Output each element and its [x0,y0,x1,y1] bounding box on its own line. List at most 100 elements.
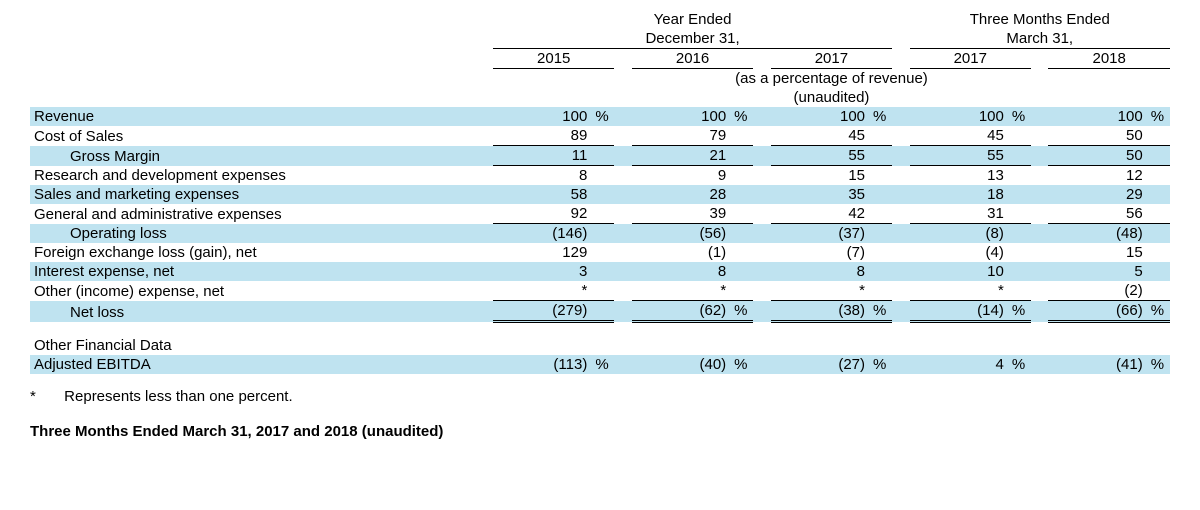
cell-suffix: % [1147,107,1170,126]
cell-suffix [591,146,614,166]
bottom-heading: Three Months Ended March 31, 2017 and 20… [30,423,1170,440]
cell-suffix [869,166,892,186]
row-label: General and administrative expenses [30,204,493,224]
row-label: Sales and marketing expenses [30,185,493,204]
row-label: Research and development expenses [30,166,493,186]
cell-value: (1) [632,243,730,262]
cell-suffix [1008,166,1031,186]
cell-suffix [869,262,892,281]
cell-value: * [632,281,730,301]
cell-suffix: % [869,355,892,374]
row-label: Interest expense, net [30,262,493,281]
cell-suffix [591,224,614,244]
header-group2-line2: March 31, [910,29,1171,49]
cell-value: (7) [771,243,869,262]
row-label: Adjusted EBITDA [30,355,493,374]
row-label: Operating loss [30,224,493,244]
cell-value: 89 [493,126,591,146]
table-row: Sales and marketing expenses5828351829 [30,185,1170,204]
table-row: Other (income) expense, net****(2) [30,281,1170,301]
cell-suffix [1147,281,1170,301]
section-title: Other Financial Data [30,336,1170,355]
cell-suffix: % [1008,355,1031,374]
header-group1-line1: Year Ended [493,10,892,29]
cell-suffix: % [591,107,614,126]
cell-value: 42 [771,204,869,224]
cell-suffix [730,126,753,146]
cell-suffix [1147,126,1170,146]
cell-value: 129 [493,243,591,262]
cell-value: 100 [1048,107,1146,126]
cell-value: 45 [910,126,1008,146]
cell-value: (66) [1048,301,1146,322]
table-row: Foreign exchange loss (gain), net129(1)(… [30,243,1170,262]
table-row: Revenue100%100%100%100%100% [30,107,1170,126]
col-year-1: 2016 [632,49,754,69]
cell-value: (62) [632,301,730,322]
cell-value: (8) [910,224,1008,244]
cell-suffix [869,204,892,224]
header-group1-line2: December 31, [493,29,892,49]
cell-suffix [869,126,892,146]
cell-value: (279) [493,301,591,322]
table-row: Interest expense, net388105 [30,262,1170,281]
cell-value: 8 [771,262,869,281]
cell-value: 8 [632,262,730,281]
cell-suffix [1008,243,1031,262]
table-row: Gross Margin1121555550 [30,146,1170,166]
footnote-star: * [30,388,60,405]
cell-suffix [1147,204,1170,224]
cell-suffix [1008,146,1031,166]
col-year-4: 2018 [1048,49,1170,69]
cell-suffix [1147,185,1170,204]
cell-suffix [591,243,614,262]
row-label: Revenue [30,107,493,126]
cell-value: (2) [1048,281,1146,301]
cell-value: 13 [910,166,1008,186]
cell-suffix [591,262,614,281]
col-year-3: 2017 [910,49,1032,69]
cell-value: 3 [493,262,591,281]
footnote: * Represents less than one percent. [30,388,1170,405]
cell-suffix [730,166,753,186]
cell-suffix: % [1147,355,1170,374]
cell-suffix [1008,224,1031,244]
cell-value: 39 [632,204,730,224]
row-label: Net loss [30,301,493,322]
cell-value: (56) [632,224,730,244]
cell-suffix [1147,146,1170,166]
cell-value: 55 [771,146,869,166]
cell-suffix: % [730,107,753,126]
cell-value: 11 [493,146,591,166]
cell-suffix [591,166,614,186]
cell-value: 9 [632,166,730,186]
cell-value: 4 [910,355,1008,374]
cell-value: * [771,281,869,301]
cell-suffix [869,185,892,204]
cell-suffix [730,281,753,301]
cell-suffix [1008,126,1031,146]
cell-value: 45 [771,126,869,146]
cell-suffix [591,281,614,301]
cell-value: 5 [1048,262,1146,281]
cell-suffix: % [1008,107,1031,126]
cell-value: (4) [910,243,1008,262]
col-year-2: 2017 [771,49,893,69]
cell-value: (27) [771,355,869,374]
cell-suffix [730,204,753,224]
row-label: Cost of Sales [30,126,493,146]
subcaption-1: (as a percentage of revenue) [493,69,1170,89]
cell-value: (40) [632,355,730,374]
cell-suffix [591,126,614,146]
cell-value: 12 [1048,166,1146,186]
cell-value: 79 [632,126,730,146]
cell-value: 100 [632,107,730,126]
table-header: Year Ended Three Months Ended December 3… [30,10,1170,107]
cell-value: 56 [1048,204,1146,224]
cell-value: (146) [493,224,591,244]
cell-suffix [591,301,614,322]
table-row: General and administrative expenses92394… [30,204,1170,224]
cell-value: 28 [632,185,730,204]
cell-suffix: % [869,107,892,126]
cell-suffix [730,243,753,262]
